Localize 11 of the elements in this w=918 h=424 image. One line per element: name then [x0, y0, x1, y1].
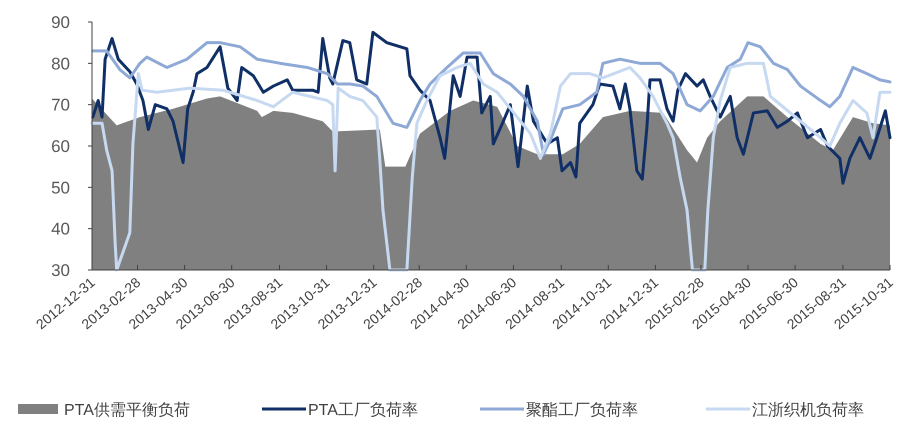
- legend-label: 聚酯工厂负荷率: [526, 401, 638, 419]
- y-tick-label: 60: [51, 137, 70, 156]
- y-tick-label: 50: [51, 178, 70, 198]
- y-tick-label: 40: [51, 220, 70, 239]
- y-tick-label: 70: [51, 96, 70, 115]
- legend-label: 江浙织机负荷率: [752, 401, 864, 419]
- y-tick-label: 30: [51, 261, 70, 280]
- y-tick-label: 80: [51, 54, 70, 74]
- legend-label: PTA供需平衡负荷: [64, 401, 190, 419]
- legend-label: PTA工厂负荷率: [308, 401, 418, 419]
- y-tick-label: 90: [51, 13, 70, 32]
